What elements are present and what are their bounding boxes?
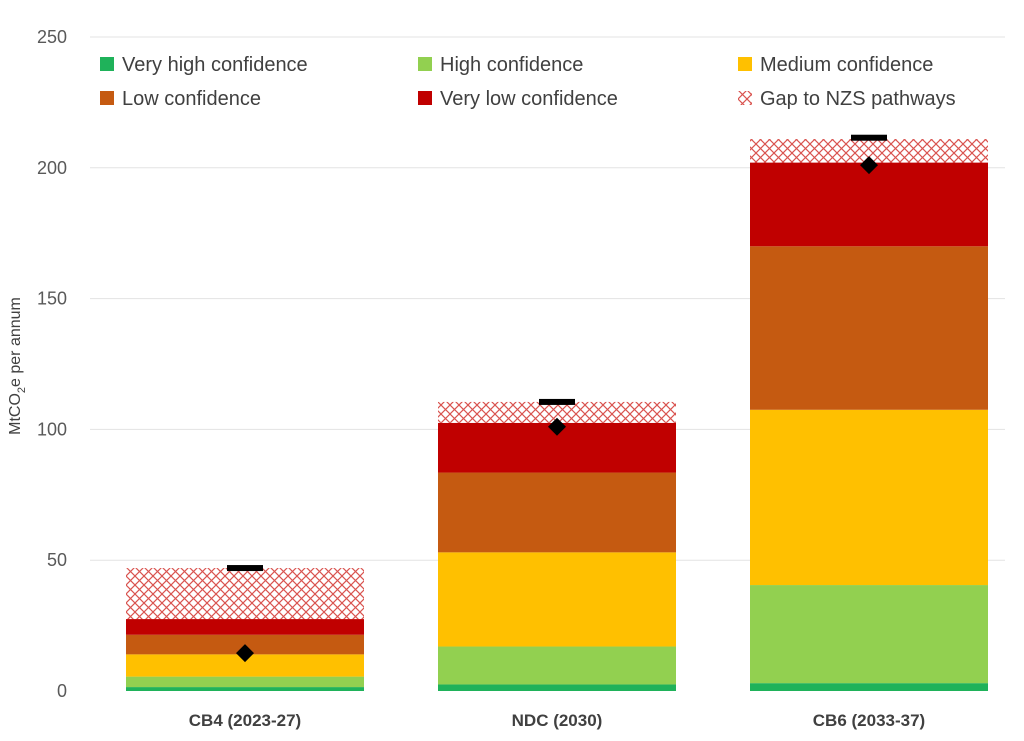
y-tick-label: 150 (37, 289, 67, 309)
legend-item-medium-confidence: Medium confidence (738, 54, 933, 76)
diamond-marker-cb6-2033-37 (860, 156, 878, 175)
diamond-marker-cb4-2023-27 (236, 644, 254, 663)
legend: Very high confidence High confidence Mediu… (100, 54, 956, 110)
bar-cb4-2023-27-very-high-confidence (126, 687, 364, 691)
y-tick-label: 200 (37, 158, 67, 178)
bar-ndc-2030-very-high-confidence (438, 684, 676, 691)
bar-cb4-2023-27-very-low-confidence (126, 619, 364, 635)
bar-cb6-2033-37-low-confidence (750, 246, 988, 410)
legend-swatch (738, 91, 752, 105)
y-tick-label: 250 (37, 27, 67, 47)
bar-ndc-2030-low-confidence (438, 472, 676, 553)
legend-item-high-confidence: High confidence (418, 54, 583, 76)
y-axis-ticks: 0 50 100 150 200 250 (37, 27, 67, 701)
target-dash-cb4-2023-27 (227, 565, 263, 572)
bar-ndc-2030-medium-confidence (438, 552, 676, 647)
y-tick-label: 100 (37, 419, 67, 439)
y-tick-label: 50 (47, 550, 67, 570)
bar-cb6-2033-37-medium-confidence (750, 409, 988, 586)
markers (227, 134, 887, 663)
legend-swatch (738, 57, 752, 71)
legend-swatch (100, 91, 114, 105)
x-tick-label: NDC (2030) (512, 711, 603, 730)
legend-label: Medium confidence (760, 54, 933, 76)
legend-item-very-low-confidence: Very low confidence (418, 88, 618, 110)
target-dash-ndc-2030 (539, 398, 575, 405)
x-tick-label: CB6 (2033-37) (813, 711, 925, 730)
bar-cb4-2023-27-high-confidence (126, 676, 364, 688)
legend-label: Low confidence (122, 88, 261, 110)
x-tick-label: CB4 (2023-27) (189, 711, 301, 730)
legend-label: Gap to NZS pathways (760, 88, 956, 110)
legend-label: Very high confidence (122, 54, 308, 76)
bars (126, 139, 988, 691)
legend-label: High confidence (440, 54, 583, 76)
legend-swatch (100, 57, 114, 71)
y-tick-label: 0 (57, 681, 67, 701)
bar-cb6-2033-37-very-high-confidence (750, 683, 988, 691)
legend-item-very-high-confidence: Very high confidence (100, 54, 308, 76)
y-axis-label: MtCO2e per annum (7, 297, 28, 435)
bar-ndc-2030-high-confidence (438, 646, 676, 685)
bar-cb6-2033-37-high-confidence (750, 585, 988, 684)
bar-cb6-2033-37-gap-to-nzs-pathways (750, 139, 988, 163)
legend-swatch (418, 91, 432, 105)
legend-item-low-confidence: Low confidence (100, 88, 261, 110)
bar-cb6-2033-37-very-low-confidence (750, 162, 988, 247)
diamond-marker-ndc-2030 (548, 417, 566, 436)
bar-cb4-2023-27-gap-to-nzs-pathways (126, 568, 364, 620)
bar-ndc-2030-gap-to-nzs-pathways (438, 401, 676, 423)
legend-label: Very low confidence (440, 88, 618, 110)
x-axis-categories: CB4 (2023-27) NDC (2030) CB6 (2033-37) (189, 711, 925, 730)
bar-cb4-2023-27-medium-confidence (126, 654, 364, 677)
legend-swatch (418, 57, 432, 71)
target-dash-cb6-2033-37 (851, 134, 887, 141)
legend-item-gap-to-nzs-pathways: Gap to NZS pathways (738, 88, 956, 110)
